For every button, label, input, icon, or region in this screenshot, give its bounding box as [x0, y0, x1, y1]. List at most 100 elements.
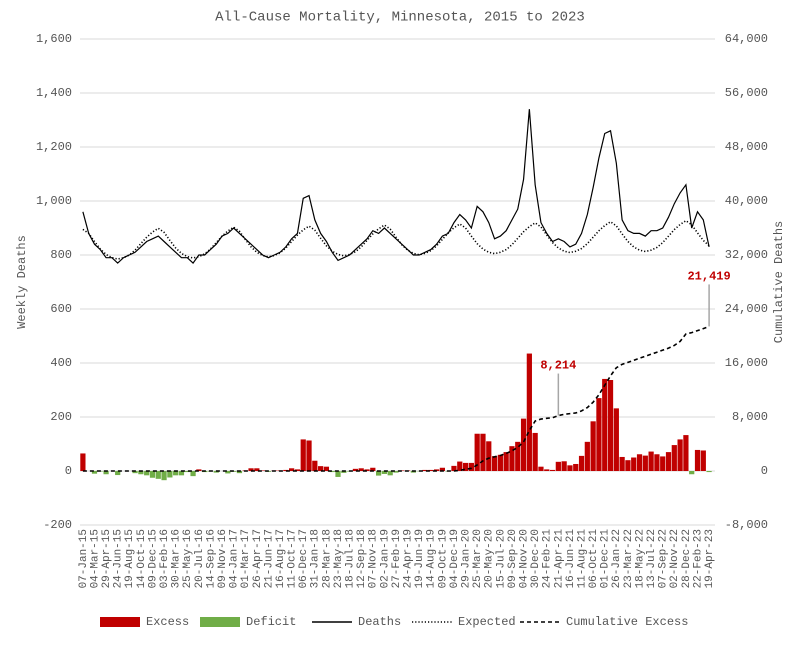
- x-tick-label: 04-Jan-17: [229, 529, 241, 588]
- legend-label: Excess: [146, 615, 189, 629]
- bar: [80, 453, 85, 471]
- bar: [504, 452, 509, 471]
- x-tick-label: 21-Jun-17: [263, 529, 275, 588]
- x-tick-label: 20-Jul-16: [194, 529, 206, 588]
- x-tick-label: 30-Dec-20: [530, 529, 542, 588]
- x-tick-label: 19-Aug-15: [124, 529, 136, 588]
- bar: [161, 471, 166, 480]
- x-tick-label: 24-Feb-21: [542, 529, 554, 589]
- x-tick-label: 14-Sep-16: [205, 529, 217, 588]
- bar: [602, 379, 607, 471]
- bar: [527, 354, 532, 471]
- x-tick-label: 28-Mar-18: [321, 529, 333, 588]
- y-tick-label: 200: [50, 410, 72, 424]
- x-tick-label: 14-Aug-19: [426, 529, 438, 588]
- x-tick-label: 29-Apr-15: [101, 529, 113, 588]
- x-tick-label: 23-May-18: [333, 529, 345, 588]
- bar: [649, 452, 654, 471]
- bar: [150, 471, 155, 478]
- x-tick-label: 04-Mar-15: [89, 529, 101, 588]
- bar: [486, 441, 491, 471]
- bar: [156, 471, 161, 479]
- x-tick-label: 16-Aug-17: [275, 529, 287, 588]
- x-tick-label: 12-Sep-18: [356, 529, 368, 588]
- x-tick-label: 18-Jul-18: [345, 529, 357, 588]
- x-tick-label: 07-Jan-15: [78, 529, 90, 588]
- value-label: 21,419: [687, 270, 730, 284]
- bar: [596, 398, 601, 471]
- y2-tick-label: 64,000: [725, 32, 768, 46]
- bar: [591, 421, 596, 471]
- bar: [573, 464, 578, 471]
- bar: [643, 456, 648, 471]
- y-axis-title: Weekly Deaths: [15, 235, 29, 329]
- y-tick-label: 600: [50, 302, 72, 316]
- bar: [538, 467, 543, 471]
- bar: [637, 454, 642, 471]
- x-tick-label: 07-Nov-18: [368, 529, 380, 588]
- x-tick-label: 19-Apr-23: [704, 529, 716, 588]
- bar: [567, 465, 572, 471]
- bar: [631, 458, 636, 472]
- x-tick-label: 09-Oct-19: [437, 529, 449, 588]
- x-tick-label: 03-Feb-16: [159, 529, 171, 588]
- bar: [533, 433, 538, 471]
- bar: [312, 461, 317, 471]
- x-tick-label: 11-Aug-21: [576, 529, 588, 589]
- y2-tick-label: 40,000: [725, 194, 768, 208]
- legend-swatch: [200, 617, 240, 627]
- x-tick-label: 14-Oct-15: [136, 529, 148, 588]
- y2-tick-label: 48,000: [725, 140, 768, 154]
- bar: [306, 440, 311, 471]
- bar: [492, 456, 497, 471]
- bar: [167, 471, 172, 477]
- y2-tick-label: 8,000: [732, 410, 768, 424]
- bar: [666, 452, 671, 471]
- bar: [335, 471, 340, 477]
- x-tick-label: 24-Apr-19: [403, 529, 415, 588]
- x-tick-label: 01-Mar-17: [240, 529, 252, 588]
- bar: [678, 439, 683, 471]
- x-tick-label: 20-May-20: [484, 529, 496, 588]
- x-tick-label: 09-Dec-15: [147, 529, 159, 588]
- bar: [625, 460, 630, 471]
- bar: [701, 450, 706, 471]
- legend-label: Cumulative Excess: [566, 615, 688, 629]
- y2-axis-title: Cumulative Deaths: [772, 221, 786, 343]
- y2-tick-label: 16,000: [725, 356, 768, 370]
- x-tick-label: 25-Mar-20: [472, 529, 484, 588]
- x-tick-label: 26-Apr-17: [252, 529, 264, 588]
- bar: [654, 454, 659, 471]
- y2-tick-label: 32,000: [725, 248, 768, 262]
- x-tick-label: 31-Jan-18: [310, 529, 322, 588]
- x-tick-label: 16-Jun-21: [565, 529, 577, 589]
- bar: [706, 471, 711, 472]
- y2-tick-label: 24,000: [725, 302, 768, 316]
- legend-label: Deficit: [246, 615, 296, 629]
- y2-tick-label: 0: [761, 464, 768, 478]
- x-tick-label: 04-Nov-20: [518, 529, 530, 588]
- x-tick-label: 09-Sep-20: [507, 529, 519, 588]
- x-tick-label: 06-Dec-17: [298, 529, 310, 588]
- x-tick-label: 02-Jan-19: [379, 529, 391, 588]
- x-tick-label: 27-Feb-19: [391, 529, 403, 588]
- x-tick-label: 02-Nov-22: [669, 529, 681, 588]
- x-tick-label: 07-Sep-22: [658, 529, 670, 588]
- x-tick-label: 30-Mar-16: [171, 529, 183, 588]
- chart-title: All-Cause Mortality, Minnesota, 2015 to …: [215, 10, 585, 26]
- bar: [521, 419, 526, 471]
- bar: [550, 470, 555, 471]
- x-tick-label: 22-Feb-23: [692, 529, 704, 588]
- y-tick-label: 1,600: [36, 32, 72, 46]
- y-tick-label: 0: [65, 464, 72, 478]
- value-label: 8,214: [540, 359, 576, 373]
- bar: [683, 435, 688, 471]
- x-tick-label: 25-May-16: [182, 529, 194, 588]
- x-tick-label: 29-Jan-20: [460, 529, 472, 588]
- x-tick-label: 26-Jan-22: [611, 529, 623, 588]
- x-tick-label: 06-Oct-21: [588, 529, 600, 589]
- x-tick-label: 24-Jun-15: [113, 529, 125, 588]
- bar: [562, 461, 567, 471]
